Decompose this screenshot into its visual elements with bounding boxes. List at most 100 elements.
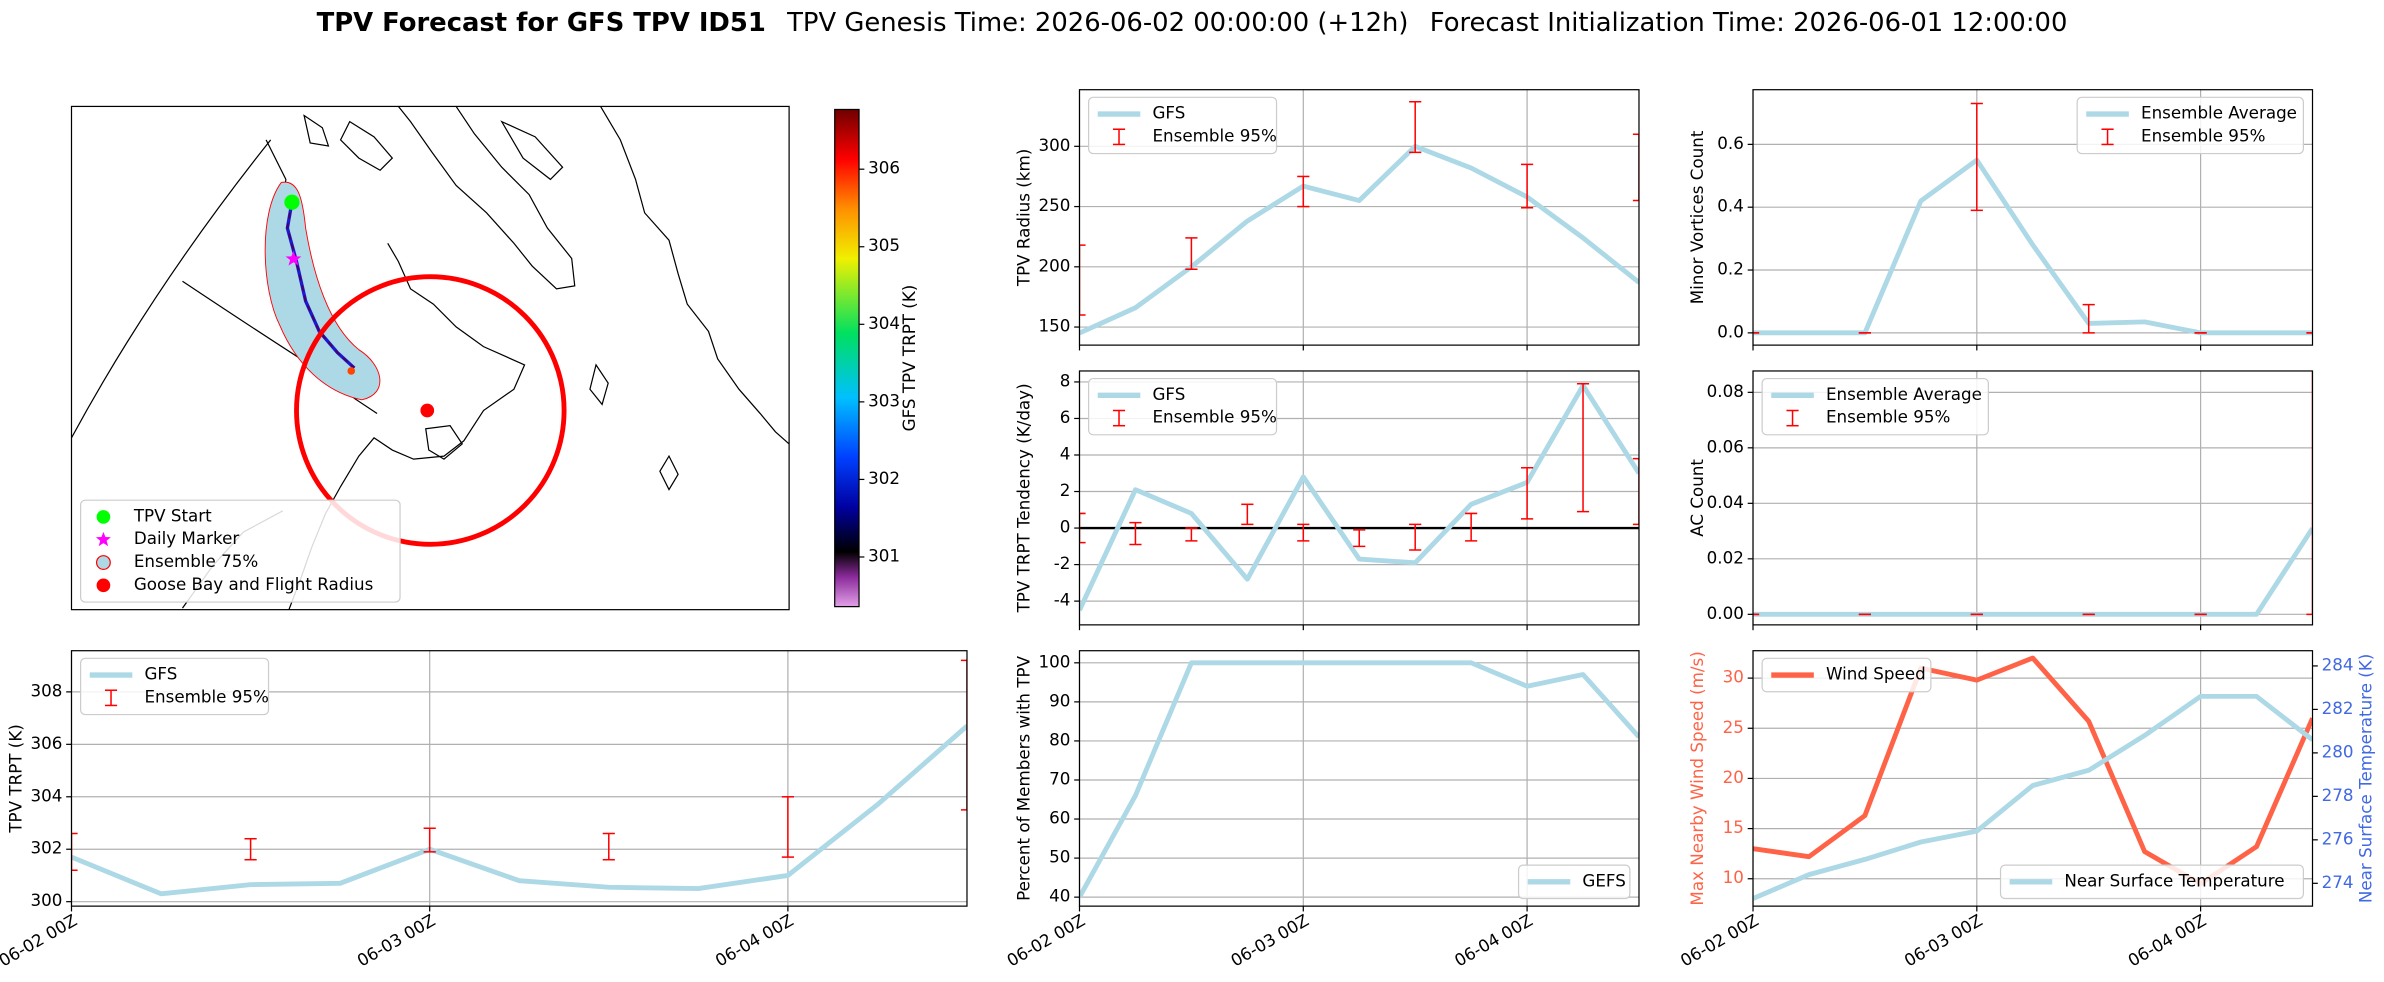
axes-frame: [1078, 89, 1640, 346]
colorbar-label: GFS TPV TRPT (K): [899, 285, 919, 432]
x-tick-label: 06-03 00Z: [1901, 910, 1986, 971]
y-tick-label: 308: [30, 680, 62, 700]
colorbar-tick-label: 301: [868, 545, 900, 565]
y-tick-label: 10: [1723, 867, 1744, 887]
y-tick-label: 150: [1038, 316, 1070, 336]
legend-label: Near Surface Temperature: [2064, 870, 2284, 890]
legend-box: [80, 499, 401, 603]
x-tick-label: 06-04 00Z: [2124, 910, 2209, 971]
legend: Wind Speed: [1761, 657, 1932, 693]
y2-axis-label: Near Surface Temperature (K): [2356, 654, 2376, 903]
x-tick-label: 06-02 00Z: [1677, 910, 1762, 971]
y-tick-label: 0.06: [1707, 436, 1744, 456]
legend-label: Ensemble 95%: [144, 686, 268, 706]
legend: Ensemble Average Ensemble 95%: [1761, 377, 1989, 436]
coast: [339, 120, 394, 172]
y-tick-label: 250: [1038, 195, 1070, 215]
colorbar-tick-label: 305: [868, 235, 900, 255]
series-line: [1079, 143, 1639, 336]
legend: GFS Ensemble 95%: [1088, 377, 1278, 436]
y-tick-label: 0: [1060, 517, 1071, 537]
y-tick-label: 40: [1049, 886, 1070, 906]
legend-label: GFS: [1152, 384, 1185, 404]
y-tick-label: -2: [1054, 553, 1071, 573]
legend-box: [1761, 377, 1989, 436]
coast: [659, 454, 679, 491]
track-end: [347, 367, 356, 375]
legend-label: Ensemble 95%: [2141, 125, 2265, 145]
title-main: TPV Forecast for GFS TPV ID51: [317, 7, 766, 37]
y2-tick-label: 276: [2322, 828, 2354, 848]
y-tick-label: 0.08: [1707, 381, 1744, 401]
y2-tick-label: 278: [2322, 785, 2354, 805]
legend-label: Wind Speed: [1826, 664, 1926, 684]
series-line: [1079, 383, 1639, 612]
plot-area: [1079, 660, 1639, 899]
coast: [600, 106, 790, 445]
y-tick-label: 70: [1049, 768, 1070, 788]
y-tick-label: -4: [1054, 590, 1071, 610]
legend-box: [1517, 864, 1631, 900]
legend-label: TPV Start: [133, 505, 212, 525]
legend-label: Daily Marker: [134, 528, 240, 548]
colorbar-tick-label: 303: [868, 390, 900, 410]
colorbar-tick-label: 302: [868, 468, 900, 488]
y-axis-label: Max Nearby Wind Speed (m/s): [1687, 651, 1707, 905]
series-line: [1753, 693, 2313, 901]
y-tick-label: 0.02: [1707, 547, 1744, 567]
y-tick-label: 306: [30, 733, 62, 753]
y2-tick-label: 274: [2322, 872, 2354, 892]
coast: [397, 106, 576, 290]
legend-label: Ensemble Average: [2141, 103, 2297, 123]
y-tick-label: 25: [1723, 717, 1744, 737]
x-tick-label: 06-03 00Z: [1227, 910, 1312, 971]
y-tick-label: 80: [1049, 729, 1070, 749]
map-frame: [70, 105, 790, 611]
legend-marker: [95, 555, 111, 570]
legend-label: Ensemble 95%: [1826, 407, 1950, 427]
legend-label: Ensemble 95%: [1152, 407, 1276, 427]
y-axis-label: TPV Radius (km): [1013, 149, 1033, 287]
legend-label: Goose Bay and Flight Radius: [134, 574, 373, 594]
legend-label: Ensemble Average: [1826, 384, 1982, 404]
y-tick-label: 60: [1049, 808, 1070, 828]
y-tick-label: 2: [1060, 480, 1071, 500]
axes-frame: [1752, 370, 2314, 626]
y-tick-label: 20: [1723, 767, 1744, 787]
y-tick-label: 200: [1038, 255, 1070, 275]
axes-frame: [1078, 650, 1640, 907]
title-genesis: TPV Genesis Time: 2026-06-02 00:00:00 (+…: [786, 7, 1408, 37]
y-tick-label: 300: [1038, 135, 1070, 155]
y-tick-label: 90: [1049, 690, 1070, 710]
legend-label: GFS: [1152, 103, 1185, 123]
plot-area: [1753, 102, 2313, 336]
y-tick-label: 15: [1723, 817, 1744, 837]
legend-marker: [96, 510, 111, 524]
x-tick-label: 06-04 00Z: [1451, 910, 1536, 971]
y2-tick-label: 282: [2322, 698, 2354, 718]
series-line: [1079, 660, 1639, 899]
y-tick-label: 4: [1060, 443, 1071, 463]
legend-label: GEFS: [1582, 870, 1625, 890]
legend-box: [1999, 864, 2304, 900]
x-tick-label: 06-03 00Z: [353, 910, 438, 971]
ensemble-area: [264, 181, 381, 401]
x-tick-label: 06-04 00Z: [712, 910, 797, 971]
y-tick-label: 8: [1060, 370, 1071, 390]
flight-radius: [294, 274, 567, 547]
y-tick-label: 302: [30, 838, 62, 858]
y-axis-label: AC Count: [1687, 459, 1707, 537]
legend-label: GFS: [144, 664, 177, 684]
y-tick-label: 0.00: [1707, 603, 1744, 623]
y-tick-label: 30: [1723, 667, 1744, 687]
y-tick-label: 0.2: [1717, 259, 1744, 279]
colorbar-tick-label: 306: [868, 158, 900, 178]
axes-frame: [1078, 370, 1640, 626]
y-tick-label: 300: [30, 890, 62, 910]
y-tick-label: 0.6: [1717, 133, 1744, 153]
x-tick-label: 06-02 00Z: [0, 910, 80, 971]
